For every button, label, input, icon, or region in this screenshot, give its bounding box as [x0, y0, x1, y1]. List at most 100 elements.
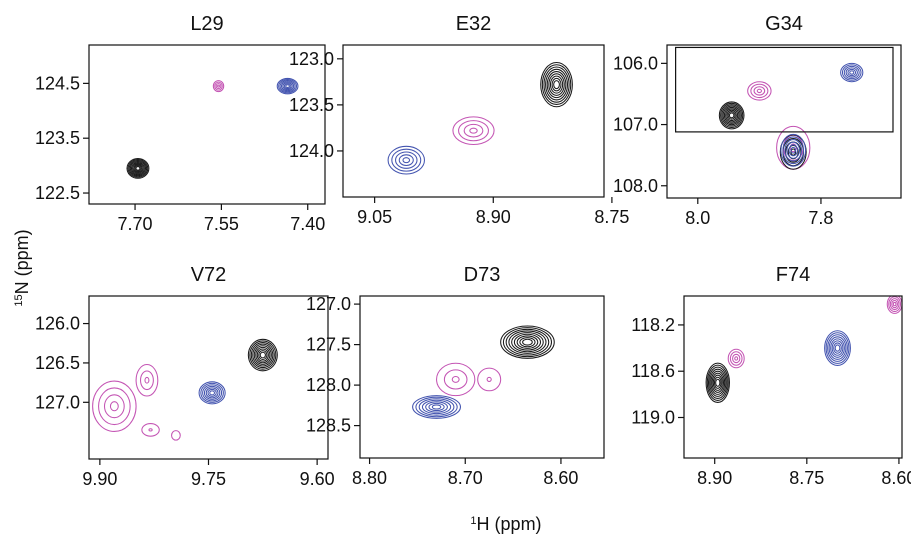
x-tick-label: 7.70: [118, 214, 153, 234]
contour-level: [782, 136, 805, 165]
contour-level: [505, 328, 550, 356]
y-tick-label: 106.0: [613, 53, 658, 73]
contour-level: [463, 123, 484, 138]
plot-frame: [88, 295, 329, 460]
contour-level: [458, 120, 489, 142]
contour-peaks: [412, 325, 555, 419]
contour-level: [144, 376, 150, 384]
contour-level: [511, 332, 544, 353]
x-tick-label: 9.90: [82, 469, 117, 489]
y-tick-label: 126.5: [35, 353, 80, 373]
contour-level: [780, 133, 807, 167]
contour-level: [709, 368, 727, 397]
contour-level: [750, 83, 769, 99]
contour-level: [888, 296, 902, 312]
x-tick-label: 8.60: [881, 468, 911, 488]
contour-level: [209, 390, 215, 396]
contour-level: [133, 164, 143, 173]
peak-blue: [780, 133, 807, 167]
contour-level: [753, 86, 766, 96]
contour-level: [421, 399, 452, 415]
x-tick-label: 7.8: [808, 208, 833, 228]
contour-level: [843, 65, 860, 80]
y-tick-label: 123.5: [289, 95, 334, 115]
contour-level: [128, 159, 148, 177]
y-tick-label: 128.5: [306, 416, 351, 436]
contour-level: [127, 158, 149, 178]
contour-peaks: [387, 61, 573, 175]
contour-level: [721, 104, 742, 127]
spectra-panels: L29 7.70 7.55 7.40 122.5 123.5 124.5 E32 9.05 8.9…: [35, 13, 911, 489]
y-axis-label: 15N (ppm): [12, 229, 32, 306]
peak-magenta: [452, 116, 495, 146]
y-tick-label: 128.0: [306, 375, 351, 395]
panel-title: V72: [191, 264, 227, 286]
y-tick-label: 127.0: [306, 294, 351, 314]
contour-level: [259, 351, 266, 359]
y-tick-label: 118.2: [631, 315, 675, 335]
contour-level: [171, 430, 181, 441]
contour-level: [725, 108, 739, 123]
x-tick-label: 7.55: [204, 214, 239, 234]
contour-level: [278, 78, 298, 94]
x-tick-label: 7.40: [290, 214, 325, 234]
panel-e32: E32 9.05 8.90 8.75 123.0 123.5 124.0: [289, 13, 629, 227]
contour-level: [130, 162, 145, 175]
contour-level: [824, 330, 851, 366]
contour-level: [747, 81, 772, 101]
contour-peaks: [705, 296, 902, 403]
x-tick-label: 8.90: [476, 207, 511, 227]
contour-level: [546, 71, 567, 99]
peak-blue: [387, 145, 425, 175]
contour-level: [282, 82, 293, 91]
contour-level: [715, 378, 721, 387]
contour-level: [830, 338, 845, 358]
contour-level: [707, 366, 728, 399]
contour-level: [141, 423, 160, 437]
contour-level: [831, 340, 844, 356]
plot-frame: [666, 44, 902, 199]
contour-level: [886, 296, 902, 314]
contour-level: [214, 81, 223, 91]
x-tick-label: 9.60: [300, 469, 335, 489]
contour-level: [849, 70, 855, 75]
contour-level: [469, 127, 478, 134]
contour-level: [198, 381, 226, 405]
contour-level: [840, 62, 864, 83]
contour-level: [395, 151, 418, 169]
plot-frame: [342, 44, 605, 198]
contour-level: [418, 398, 455, 416]
contour-level: [415, 396, 458, 418]
contour-level: [443, 369, 468, 390]
peak-magenta: [747, 81, 772, 101]
x-axis-label-text: H (ppm): [477, 514, 542, 534]
contour-level: [786, 141, 801, 159]
contour-level: [711, 372, 724, 393]
peak-black: [705, 362, 730, 403]
y-tick-label: 123.5: [35, 128, 80, 148]
x-tick-label: 8.70: [448, 468, 483, 488]
contour-level: [217, 84, 220, 88]
inset-box: [675, 46, 894, 133]
plot-frame: [88, 44, 326, 205]
contour-level: [212, 80, 225, 93]
x-tick-label: 8.75: [594, 207, 629, 227]
contour-level: [834, 344, 841, 352]
contour-level: [285, 84, 290, 89]
panel-d73: D73 8.80 8.70 8.60 127.0 127.5 128.0 128.5: [306, 264, 605, 488]
contour-level: [207, 388, 217, 397]
contour-level: [543, 66, 570, 103]
contour-peaks: [92, 338, 278, 441]
peak-black: [247, 338, 278, 372]
x-tick-label: 8.90: [697, 468, 732, 488]
contour-level: [132, 163, 144, 174]
peak-magenta: [886, 296, 902, 314]
contour-level: [845, 67, 858, 78]
panel-f74: F74 8.90 8.75 8.60 118.2 118.6 119.0: [631, 264, 911, 488]
contour-level: [250, 342, 275, 369]
contour-peaks: [718, 62, 864, 170]
contour-level: [722, 105, 741, 126]
contour-level: [148, 428, 153, 432]
contour-level: [706, 364, 729, 401]
